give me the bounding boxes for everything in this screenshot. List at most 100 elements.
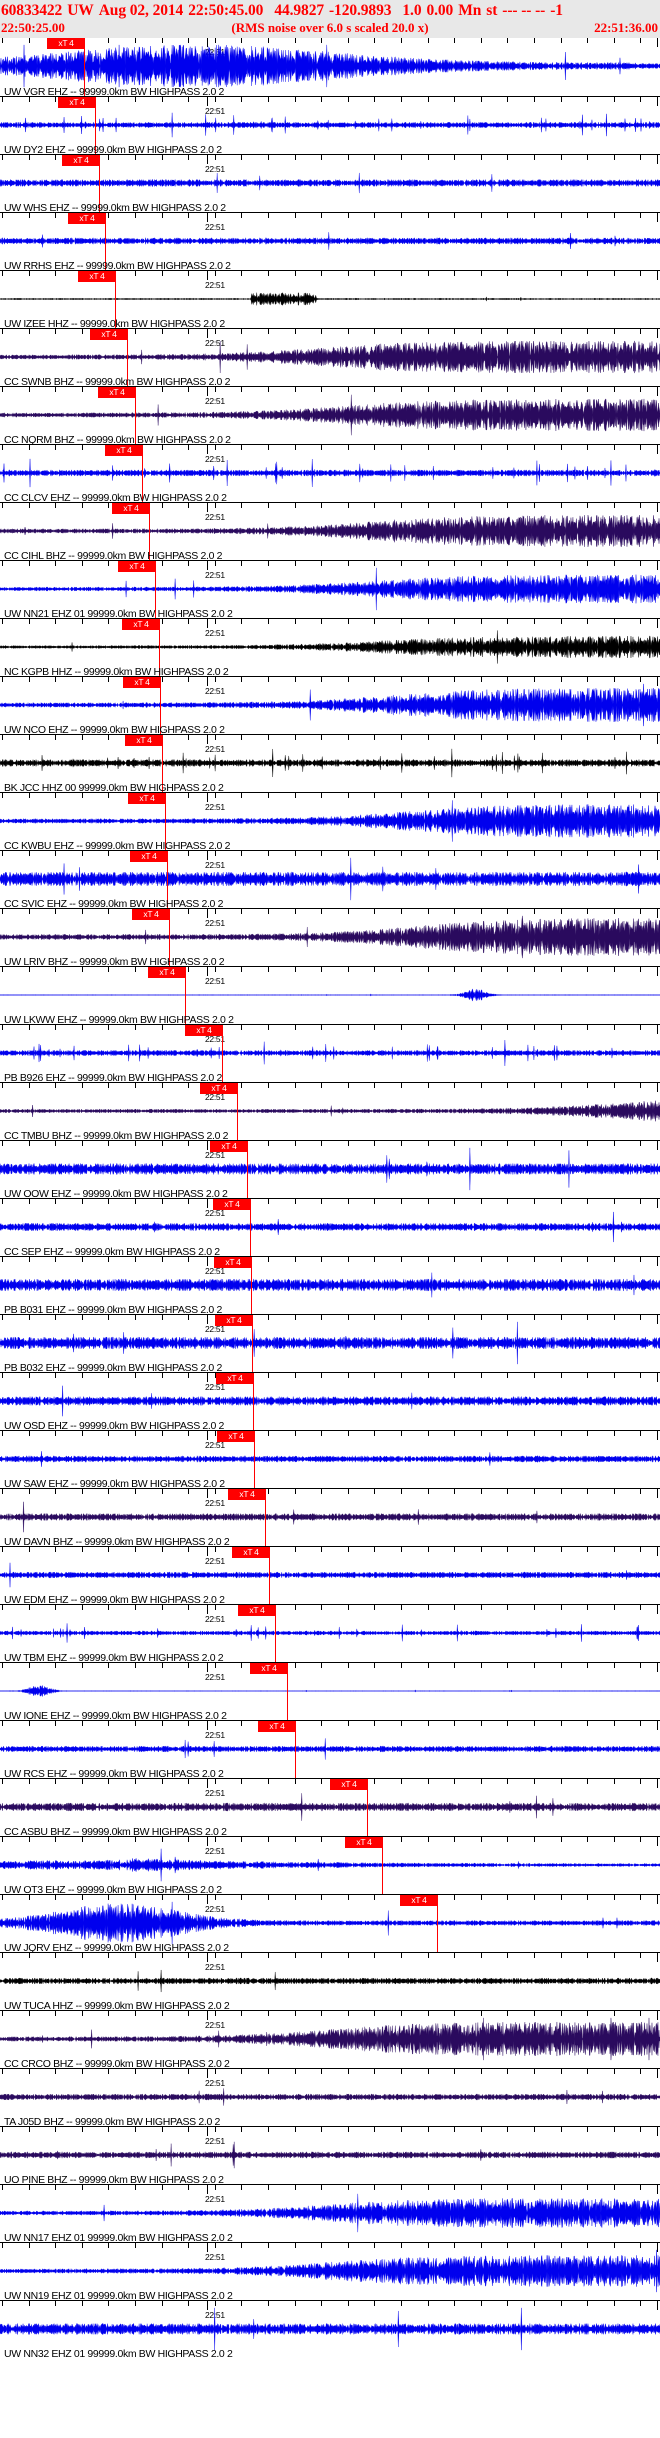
phase-marker-box[interactable]: xT 4 bbox=[330, 1779, 368, 1790]
seismogram-trace[interactable]: 22:51 xT 4 UW LRIV BHZ -- 99999.0km BW HIG… bbox=[0, 908, 660, 966]
phase-marker-box[interactable]: xT 4 bbox=[214, 1257, 252, 1268]
phase-marker-box[interactable]: xT 4 bbox=[123, 677, 161, 688]
phase-marker-box[interactable]: xT 4 bbox=[400, 1895, 438, 1906]
phase-marker-box[interactable]: xT 4 bbox=[185, 1025, 223, 1036]
axis-minor-tick bbox=[295, 2301, 297, 2306]
seismogram-trace[interactable]: 22:51 xT 4 UW RRHS EHZ -- 99999.0km BW HIG… bbox=[0, 212, 660, 270]
phase-marker-box[interactable]: xT 4 bbox=[90, 329, 128, 340]
phase-marker-box[interactable]: xT 4 bbox=[345, 1837, 383, 1848]
seismogram-trace[interactable]: 22:51 xT 4 UW OOW EHZ -- 99999.0km BW HIGH… bbox=[0, 1140, 660, 1198]
axis-minor-tick bbox=[454, 1953, 456, 1958]
phase-marker-box[interactable]: xT 4 bbox=[122, 619, 160, 630]
seismogram-trace[interactable]: 22:51 UW NN17 EHZ 01 99999.0km BW HIGHPAS… bbox=[0, 2184, 660, 2242]
seismogram-trace[interactable]: 22:51 xT 4 PB B926 EHZ -- 99999.0km BW HIG… bbox=[0, 1024, 660, 1082]
axis-minor-tick bbox=[215, 735, 217, 740]
seismogram-trace[interactable]: 22:51 xT 4 UW DAVN BHZ -- 99999.0km BW HIG… bbox=[0, 1488, 660, 1546]
seismogram-trace[interactable]: 22:51 xT 4 CC SVIC EHZ -- 99999.0km BW HIG… bbox=[0, 850, 660, 908]
phase-marker-box[interactable]: xT 4 bbox=[62, 155, 100, 166]
seismogram-trace[interactable]: 22:51 xT 4 BK JCC HHZ 00 99999.0km BW HIGH… bbox=[0, 734, 660, 792]
axis-time-label: 22:51 bbox=[205, 1324, 225, 1334]
seismogram-trace[interactable]: 22:51 xT 4 PB B032 EHZ -- 99999.0km BW HIG… bbox=[0, 1314, 660, 1372]
phase-marker-box[interactable]: xT 4 bbox=[58, 97, 96, 108]
axis-minor-tick bbox=[401, 2301, 403, 2306]
phase-marker-box[interactable]: xT 4 bbox=[125, 735, 163, 746]
seismogram-trace[interactable]: 22:51 xT 4 UW LKWW EHZ -- 99999.0km BW HIG… bbox=[0, 966, 660, 1024]
seismogram-trace[interactable]: 22:51 xT 4 UW EDM EHZ -- 99999.0km BW HIGH… bbox=[0, 1546, 660, 1604]
seismogram-trace[interactable]: 22:51 UW NN19 EHZ 01 99999.0km BW HIGHPAS… bbox=[0, 2242, 660, 2300]
phase-marker-box[interactable]: xT 4 bbox=[105, 445, 143, 456]
trace-time-axis bbox=[0, 2243, 660, 2253]
phase-marker-box[interactable]: xT 4 bbox=[200, 1083, 238, 1094]
axis-minor-tick bbox=[188, 1547, 190, 1552]
seismogram-trace[interactable]: 22:51 xT 4 CC CIHL BHZ -- 99999.0km BW HIG… bbox=[0, 502, 660, 560]
phase-marker-box[interactable]: xT 4 bbox=[213, 1199, 251, 1210]
seismogram-trace[interactable]: 22:51 xT 4 PB B031 EHZ -- 99999.0km BW HIG… bbox=[0, 1256, 660, 1314]
phase-marker-box[interactable]: xT 4 bbox=[210, 1141, 248, 1152]
phase-marker-box[interactable]: xT 4 bbox=[98, 387, 136, 398]
axis-minor-tick bbox=[241, 1895, 243, 1900]
axis-minor-tick bbox=[295, 1663, 297, 1668]
axis-time-label: 22:51 bbox=[205, 1092, 225, 1102]
seismogram-trace[interactable]: 22:51 UO PINE BHZ -- 99999.0km BW HIGHPAS… bbox=[0, 2126, 660, 2184]
seismogram-trace[interactable]: 22:51 xT 4 UW IZEE HHZ -- 99999.0km BW HIG… bbox=[0, 270, 660, 328]
axis-minor-tick bbox=[162, 2011, 164, 2016]
phase-marker-box[interactable]: xT 4 bbox=[47, 38, 85, 49]
phase-marker-box[interactable]: xT 4 bbox=[68, 213, 106, 224]
seismogram-trace[interactable]: 22:51 UW TUCA HHZ -- 99999.0km BW HIGHPAS… bbox=[0, 1952, 660, 2010]
seismogram-trace[interactable]: 22:51 xT 4 UW IONE EHZ -- 99999.0km BW HIG… bbox=[0, 1662, 660, 1720]
phase-marker-box[interactable]: xT 4 bbox=[130, 851, 168, 862]
phase-marker-box[interactable]: xT 4 bbox=[78, 271, 116, 282]
axis-minor-tick bbox=[401, 1373, 403, 1378]
phase-marker-box[interactable]: xT 4 bbox=[112, 503, 150, 514]
axis-minor-tick bbox=[29, 909, 31, 914]
seismogram-trace[interactable]: 22:51 xT 4 UW JQRV EHZ -- 99999.0km BW HIG… bbox=[0, 1894, 660, 1952]
seismogram-trace[interactable]: 22:51 xT 4 CC NQRM BHZ -- 99999.0km BW HIG… bbox=[0, 386, 660, 444]
seismogram-trace[interactable]: 22:51 xT 4 UW NN21 EHZ 01 99999.0km BW HIG… bbox=[0, 560, 660, 618]
phase-marker-box[interactable]: xT 4 bbox=[217, 1431, 255, 1442]
axis-minor-tick bbox=[587, 329, 589, 334]
axis-minor-tick bbox=[241, 97, 243, 102]
phase-marker-box[interactable]: xT 4 bbox=[118, 561, 156, 572]
axis-minor-tick bbox=[215, 1837, 217, 1842]
axis-minor-tick bbox=[428, 1721, 430, 1726]
axis-minor-tick bbox=[215, 97, 217, 102]
axis-minor-tick bbox=[587, 2069, 589, 2074]
axis-minor-tick bbox=[561, 1025, 563, 1030]
seismogram-trace[interactable]: 22:51 xT 4 UW RCS EHZ -- 99999.0km BW HIGH… bbox=[0, 1720, 660, 1778]
waveform bbox=[0, 1100, 660, 1122]
seismogram-trace[interactable]: 22:51 xT 4 CC CLCV EHZ -- 99999.0km BW HIG… bbox=[0, 444, 660, 502]
phase-marker-box[interactable]: xT 4 bbox=[215, 1315, 253, 1326]
phase-marker-box[interactable]: xT 4 bbox=[132, 909, 170, 920]
seismogram-trace[interactable]: 22:51 TA J05D BHZ -- 99999.0km BW HIGHPAS… bbox=[0, 2068, 660, 2126]
seismogram-trace[interactable]: 22:51 xT 4 UW NCO EHZ -- 99999.0km BW HIGH… bbox=[0, 676, 660, 734]
phase-marker-box[interactable]: xT 4 bbox=[216, 1373, 254, 1384]
phase-marker-box[interactable]: xT 4 bbox=[128, 793, 166, 804]
seismogram-trace[interactable]: 22:51 xT 4 CC ASBU BHZ -- 99999.0km BW HIG… bbox=[0, 1778, 660, 1836]
seismogram-trace[interactable]: 22:51 xT 4 UW TBM EHZ -- 99999.0km BW HIGH… bbox=[0, 1604, 660, 1662]
phase-marker-box[interactable]: xT 4 bbox=[258, 1721, 296, 1732]
phase-marker-box[interactable]: xT 4 bbox=[250, 1663, 288, 1674]
seismogram-trace[interactable]: 22:51 xT 4 CC KWBU EHZ -- 99999.0km BW HIG… bbox=[0, 792, 660, 850]
seismogram-trace[interactable]: 22:51 xT 4 UW WHS EHZ -- 99999.0km BW HIGH… bbox=[0, 154, 660, 212]
axis-minor-tick bbox=[454, 561, 456, 566]
waveform bbox=[0, 1147, 660, 1191]
seismogram-trace[interactable]: 22:51 xT 4 UW OSD EHZ -- 99999.0km BW HIGH… bbox=[0, 1372, 660, 1430]
phase-marker-box[interactable]: xT 4 bbox=[228, 1489, 266, 1500]
seismogram-trace[interactable]: 22:51 UW NN32 EHZ 01 99999.0km BW HIGHPAS… bbox=[0, 2300, 660, 2358]
axis-time-label: 22:51 bbox=[205, 1672, 225, 1682]
seismogram-trace[interactable]: 22:51 xT 4 UW OT3 EHZ -- 99999.0km BW HIGH… bbox=[0, 1836, 660, 1894]
axis-minor-tick bbox=[640, 1315, 642, 1320]
seismogram-trace[interactable]: 22:51 xT 4 UW DY2 EHZ -- 99999.0km BW HIGH… bbox=[0, 96, 660, 154]
seismogram-trace[interactable]: 22:51 xT 4 UW SAW EHZ -- 99999.0km BW HIGH… bbox=[0, 1430, 660, 1488]
axis-major-tick bbox=[657, 1721, 659, 1730]
axis-minor-tick bbox=[82, 1257, 84, 1262]
seismogram-trace[interactable]: 22:51 xT 4 CC SEP EHZ -- 99999.0km BW HIGH… bbox=[0, 1198, 660, 1256]
seismogram-trace[interactable]: 22:51 xT 4 NC KGPB HHZ -- 99999.0km BW HIG… bbox=[0, 618, 660, 676]
phase-marker-box[interactable]: xT 4 bbox=[232, 1547, 270, 1558]
phase-marker-box[interactable]: xT 4 bbox=[148, 967, 186, 978]
seismogram-trace[interactable]: 22:51 xT 4 CC TMBU BHZ -- 99999.0km BW HIG… bbox=[0, 1082, 660, 1140]
seismogram-trace[interactable]: 22:51 xT 4 CC SWNB BHZ -- 99999.0km BW HIG… bbox=[0, 328, 660, 386]
seismogram-trace[interactable]: 22:51 CC CRCO BHZ -- 99999.0km BW HIGHPAS… bbox=[0, 2010, 660, 2068]
phase-marker-box[interactable]: xT 4 bbox=[238, 1605, 276, 1616]
